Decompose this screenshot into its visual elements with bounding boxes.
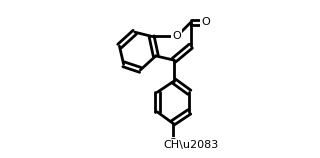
Text: O: O [201, 17, 210, 27]
Text: O: O [172, 30, 181, 40]
Text: CH\u2083: CH\u2083 [163, 140, 218, 150]
Text: O: O [168, 138, 177, 148]
